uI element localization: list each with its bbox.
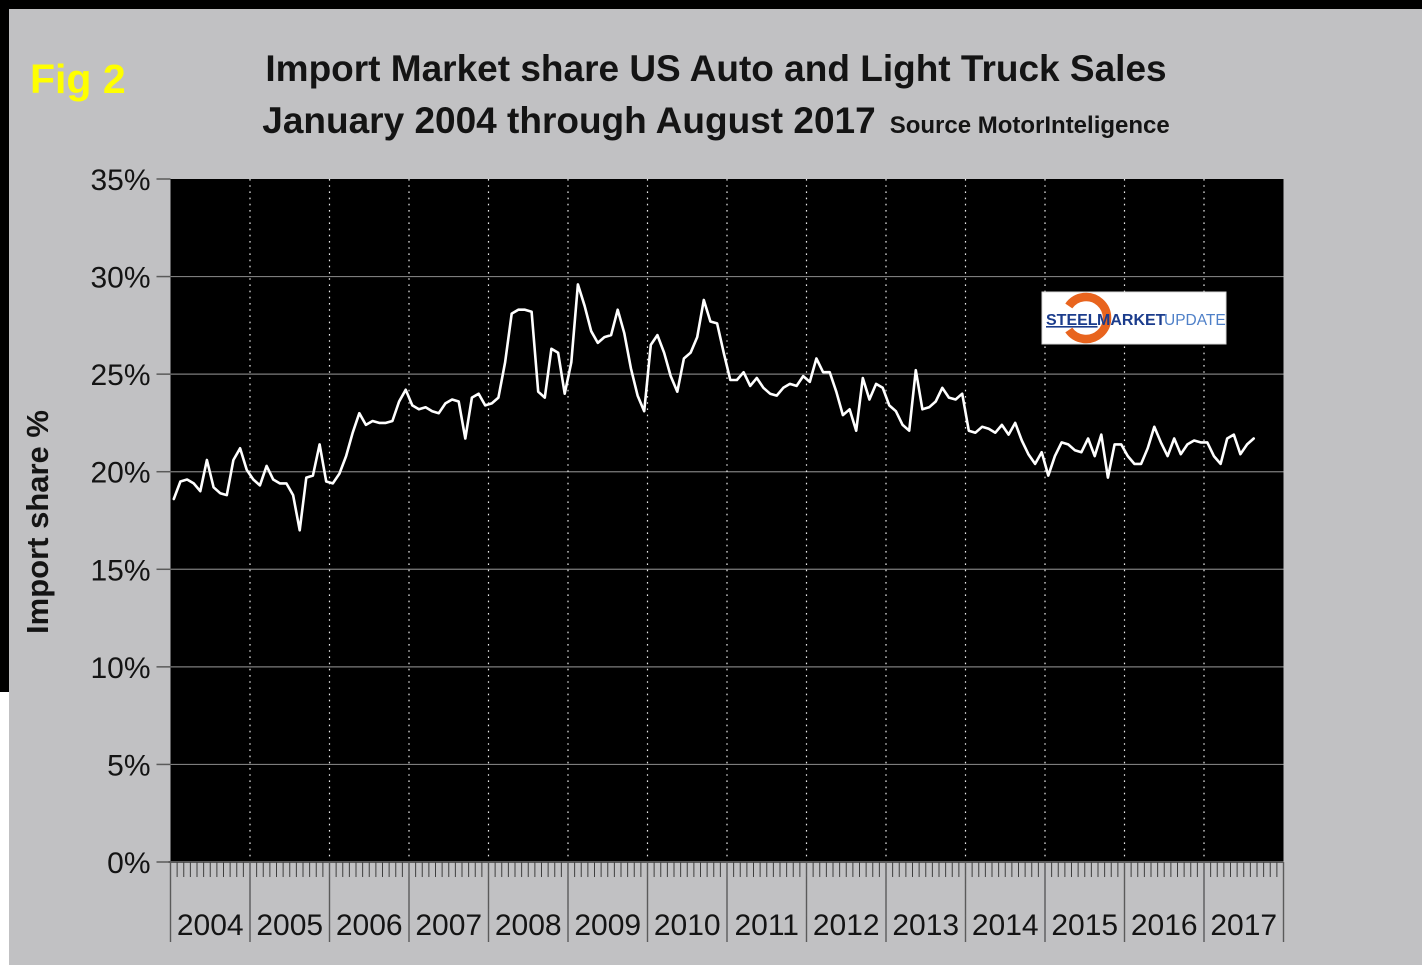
y-axis-title: Import share % <box>20 410 55 634</box>
chart-source: Source MotorInteligence <box>890 112 1170 139</box>
chart-title-line1: Import Market share US Auto and Light Tr… <box>265 48 1166 89</box>
y-tick-label: 15% <box>90 554 150 587</box>
logo-text-market: MARKET <box>1097 312 1166 329</box>
y-tick-label: 10% <box>90 652 150 685</box>
x-year-label: 2009 <box>574 909 641 942</box>
steel-market-update-logo: STEEL MARKET UPDATE <box>1041 291 1227 345</box>
y-tick-label: 35% <box>90 164 150 197</box>
axis-tick-labels: 35% 30% 25% 20% 15% 10% 5% 0% 2004 2005 2006 2007 20… <box>90 164 1277 942</box>
line-chart: Fig 2 Import Market share US Auto and Li… <box>20 48 1285 942</box>
x-year-label: 2016 <box>1131 909 1198 942</box>
logo-orange-crescent-icon <box>1065 292 1112 344</box>
y-tick-label: 20% <box>90 457 150 490</box>
x-year-label: 2012 <box>813 909 880 942</box>
x-year-label: 2014 <box>972 909 1039 942</box>
frame-top-border <box>0 0 1422 9</box>
x-year-label: 2015 <box>1051 909 1118 942</box>
import-share-line-series <box>172 283 1255 532</box>
x-year-label: 2007 <box>415 909 482 942</box>
y-tick-label: 0% <box>107 847 150 880</box>
logo-text-steel: STEEL <box>1046 312 1098 329</box>
frame-left-border <box>0 0 9 692</box>
y-tick-label: 5% <box>107 749 150 782</box>
x-year-label: 2011 <box>734 909 799 942</box>
x-year-label: 2008 <box>495 909 562 942</box>
page-bottom-edge <box>0 965 760 973</box>
x-year-label: 2005 <box>256 909 323 942</box>
chart-canvas: Fig 2 Import Market share US Auto and Li… <box>9 9 1422 965</box>
vertical-dotted-gridlines <box>249 179 1205 861</box>
chart-title-line2: January 2004 through August 2017 Source M… <box>262 100 1169 141</box>
chart-subtitle: January 2004 through August 2017 <box>262 100 875 141</box>
x-year-label: 2010 <box>654 909 721 942</box>
x-year-label: 2006 <box>336 909 403 942</box>
x-year-label: 2013 <box>892 909 959 942</box>
y-tick-label: 25% <box>90 359 150 392</box>
x-year-label: 2004 <box>177 909 244 942</box>
logo-text-update: UPDATE <box>1164 312 1226 329</box>
y-tick-label: 30% <box>90 262 150 295</box>
x-year-label: 2017 <box>1210 909 1277 942</box>
axis-ticks <box>156 178 1285 942</box>
figure-label: Fig 2 <box>30 56 126 102</box>
